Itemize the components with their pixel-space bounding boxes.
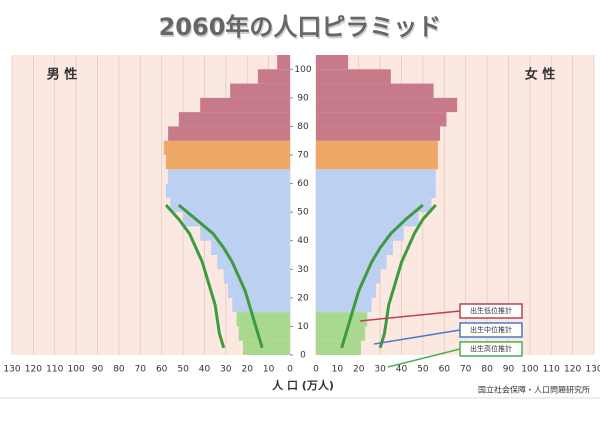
male-bar xyxy=(170,197,290,213)
male-bar xyxy=(230,83,290,98)
right-label: 女 性 xyxy=(525,67,556,83)
y-tick-label: 20 xyxy=(297,293,309,303)
male-bar xyxy=(200,226,290,241)
female-bar xyxy=(316,226,404,241)
female-bar xyxy=(316,140,438,155)
x-tick-label: 100 xyxy=(521,365,538,375)
female-bar xyxy=(316,155,438,170)
female-bar xyxy=(316,312,368,327)
female-bar xyxy=(316,97,458,113)
male-bar xyxy=(165,183,290,198)
female-bar xyxy=(316,326,366,341)
female-bar xyxy=(316,69,391,84)
x-tick-label: 0 xyxy=(287,365,293,375)
x-tick-label: 60 xyxy=(156,365,168,375)
x-tick-label: 60 xyxy=(439,365,451,375)
y-tick-label: 40 xyxy=(297,236,309,246)
female-bar xyxy=(316,112,447,127)
female-bar xyxy=(316,240,393,255)
female-bar xyxy=(316,83,434,98)
y-tick-label: 60 xyxy=(297,179,309,189)
legend-label: 出生中位推計 xyxy=(470,325,512,334)
male-bar xyxy=(277,55,290,70)
female-bar xyxy=(316,55,349,70)
left-label: 男 性 xyxy=(47,67,78,83)
source: 国立社会保障・人口問題研究所 xyxy=(478,385,590,395)
legend-label: 出生低位推計 xyxy=(470,306,512,315)
male-bar xyxy=(168,169,290,184)
x-tick-label: 130 xyxy=(585,365,600,375)
x-tick-label: 40 xyxy=(199,365,211,375)
male-bar xyxy=(236,312,290,327)
male-bar xyxy=(242,340,290,355)
x-tick-label: 30 xyxy=(220,365,232,375)
x-tick-label: 70 xyxy=(135,365,147,375)
variant-line xyxy=(378,203,437,349)
variant-line xyxy=(340,203,424,349)
y-tick-label: 100 xyxy=(294,65,311,75)
y-tick-label: 50 xyxy=(297,208,309,218)
legend-label: 出生高位推計 xyxy=(470,344,512,353)
male-bar xyxy=(165,155,290,170)
x-tick-label: 20 xyxy=(353,365,365,375)
x-tick-label: 130 xyxy=(3,365,20,375)
female-bar xyxy=(316,212,419,227)
male-bar xyxy=(178,112,290,127)
x-tick-label: 10 xyxy=(263,365,275,375)
y-tick-label: 0 xyxy=(300,351,306,361)
male-bar xyxy=(223,269,290,284)
female-bar xyxy=(316,297,372,313)
y-tick-label: 80 xyxy=(297,122,309,132)
chart-title-shadow: 2060年の人口ピラミッド xyxy=(160,15,443,43)
male-bar xyxy=(183,212,290,227)
x-tick-label: 120 xyxy=(25,365,42,375)
y-tick-label: 10 xyxy=(297,322,309,332)
male-bar xyxy=(200,97,290,113)
female-bar xyxy=(316,197,432,213)
female-bar xyxy=(316,126,441,141)
x-tick-label: 50 xyxy=(417,365,429,375)
x-tick-label: 10 xyxy=(332,365,344,375)
y-tick-label: 30 xyxy=(297,265,309,275)
x-tick-label: 30 xyxy=(374,365,386,375)
y-tick-label: 90 xyxy=(297,93,309,103)
x-tick-label: 20 xyxy=(242,365,254,375)
legend-arrow xyxy=(359,310,461,322)
male-bar xyxy=(232,297,290,313)
x-tick-label: 80 xyxy=(481,365,493,375)
male-bar xyxy=(163,140,290,155)
female-bar xyxy=(316,169,436,184)
x-axis-label: 人 口 (万人) xyxy=(272,378,334,392)
x-tick-label: 100 xyxy=(68,365,85,375)
x-tick-label: 0 xyxy=(313,365,319,375)
male-bar xyxy=(168,126,290,141)
variant-line xyxy=(164,203,226,349)
female-bar xyxy=(316,340,361,355)
x-tick-label: 120 xyxy=(564,365,581,375)
x-tick-label: 80 xyxy=(113,365,125,375)
variant-line xyxy=(177,203,264,349)
x-tick-label: 40 xyxy=(396,365,408,375)
x-tick-label: 90 xyxy=(92,365,104,375)
male-bar xyxy=(257,69,290,84)
x-tick-label: 110 xyxy=(46,365,63,375)
female-bar xyxy=(316,283,376,298)
x-tick-label: 90 xyxy=(503,365,515,375)
x-tick-label: 110 xyxy=(543,365,560,375)
legend-arrow xyxy=(387,348,461,368)
y-tick-label: 70 xyxy=(297,151,309,161)
female-bar xyxy=(316,269,381,284)
chart-title: 2060年の人口ピラミッド xyxy=(159,13,442,41)
male-bar xyxy=(238,326,290,341)
x-tick-label: 70 xyxy=(460,365,472,375)
legend-arrow xyxy=(373,329,461,345)
male-bar xyxy=(227,283,290,298)
male-bar xyxy=(210,240,290,255)
x-tick-label: 50 xyxy=(177,365,189,375)
female-bar xyxy=(316,183,436,198)
